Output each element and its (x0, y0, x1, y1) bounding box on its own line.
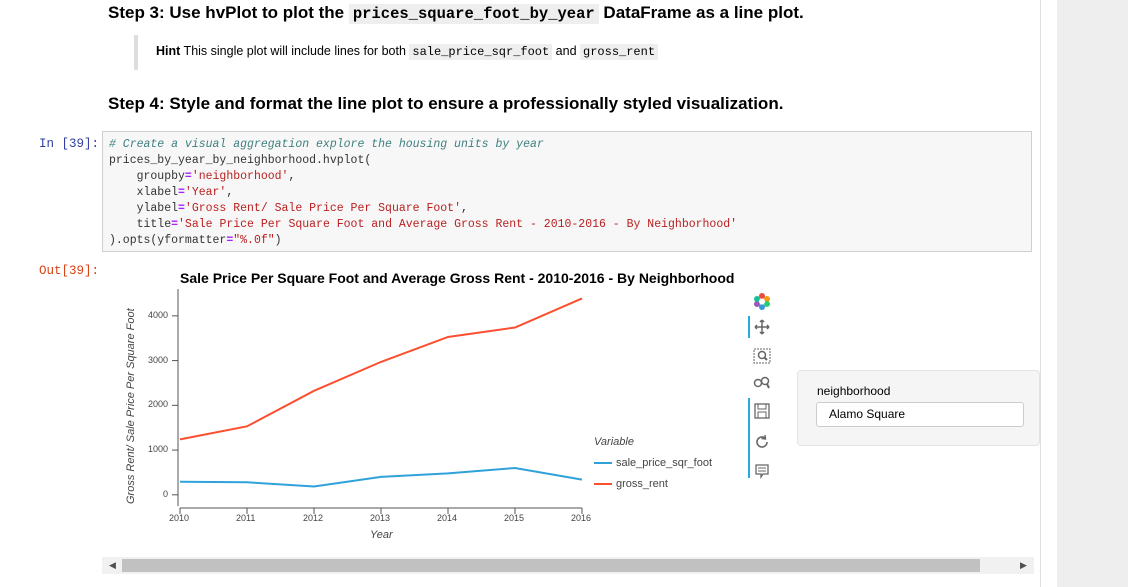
scroll-right-arrow-icon[interactable]: ▶ (1020, 560, 1027, 570)
scrollbar-thumb[interactable] (122, 559, 980, 572)
legend-item-gross-rent[interactable]: gross_rent (594, 478, 668, 490)
hint-blockquote: Hint This single plot will include lines… (134, 35, 659, 70)
code-comment: # Create a visual aggregation explore th… (109, 138, 544, 151)
code-groupby-val: 'neighborhood' (191, 170, 289, 183)
code-opts-val: "%.0f" (233, 234, 275, 247)
y-tick-label: 0 (162, 488, 168, 499)
chart-title: Sale Price Per Square Foot and Average G… (180, 270, 735, 286)
right-gutter (1057, 0, 1128, 587)
step4-heading: Step 4: Style and format the line plot t… (108, 94, 784, 113)
legend-label-sale-price: sale_price_sqr_foot (616, 457, 713, 469)
y-tick-label: 3000 (147, 354, 168, 365)
x-tick-label: 2014 (437, 513, 458, 523)
code-ylabel-val: 'Gross Rent/ Sale Price Per Square Foot' (184, 202, 461, 215)
neighborhood-widget: neighborhood Alamo Square (797, 370, 1040, 446)
code-xlabel-kw: xlabel (109, 186, 179, 199)
step3-text-after: DataFrame as a line plot. (598, 3, 804, 22)
step3-text-before: Step 3: Use hvPlot to plot the (108, 3, 349, 22)
step3-heading: Step 3: Use hvPlot to plot the prices_sq… (108, 3, 804, 24)
legend-label-gross-rent: gross_rent (616, 478, 668, 490)
hint-text-2: and (552, 44, 581, 58)
x-tick-label: 2016 (571, 513, 592, 523)
x-tick-label: 2015 (504, 513, 525, 523)
code-cell[interactable]: # Create a visual aggregation explore th… (102, 131, 1032, 252)
code-title-kw: title (109, 218, 172, 231)
pan-icon[interactable] (752, 318, 772, 336)
code-xlabel-val: 'Year' (184, 186, 227, 199)
y-tick-label: 1000 (147, 444, 168, 455)
y-tick-label: 2000 (147, 399, 168, 410)
legend-swatch-sale-price (594, 462, 612, 465)
output-prompt: Out[39]: (39, 264, 100, 278)
horizontal-scrollbar[interactable]: ◀ ▶ (102, 557, 1034, 574)
code-call: prices_by_year_by_neighborhood.hvplot( (109, 154, 372, 167)
chart-legend: Variable sale_price_sqr_foot gross_rent (588, 427, 731, 495)
wheel-zoom-icon[interactable] (752, 374, 772, 392)
x-tick-label: 2013 (370, 513, 391, 523)
y-tick-label: 4000 (147, 309, 168, 320)
hint-code-1: sale_price_sqr_foot (409, 44, 553, 60)
x-tick-label: 2011 (236, 513, 256, 523)
legend-swatch-gross-rent (594, 483, 612, 486)
plot-toolbar (748, 288, 776, 488)
scroll-left-arrow-icon[interactable]: ◀ (109, 560, 116, 570)
code-opts-start: ).opts(yformatter (109, 234, 227, 247)
hint-text-1: This single plot will include lines for … (180, 44, 410, 58)
legend-title: Variable (594, 436, 634, 448)
x-tick-label: 2010 (169, 513, 190, 523)
step3-code: prices_square_foot_by_year (348, 4, 599, 24)
code-ylabel-kw: ylabel (109, 202, 179, 215)
inspect-active-indicator (748, 398, 750, 478)
x-axis-label: Year (370, 529, 393, 541)
input-prompt: In [39]: (39, 137, 100, 151)
hint-code-2: gross_rent (580, 44, 659, 60)
code-opts-end: ) (274, 234, 282, 247)
series-line-gross-rent (179, 297, 583, 441)
box-zoom-icon[interactable] (752, 347, 772, 365)
save-icon[interactable] (752, 402, 772, 420)
code-title-val: 'Sale Price Per Square Foot and Average … (178, 218, 738, 231)
neighborhood-label: neighborhood (817, 384, 891, 398)
hover-icon[interactable] (752, 462, 772, 480)
code-editor[interactable]: # Create a visual aggregation explore th… (109, 138, 738, 247)
hint-label: Hint (156, 44, 181, 58)
page-border (1040, 0, 1041, 587)
reset-icon[interactable] (752, 433, 772, 451)
pan-active-indicator (748, 316, 750, 338)
series-line-sale-price-sqr-foot (179, 466, 583, 488)
bokeh-logo-icon[interactable] (752, 292, 772, 310)
x-tick-label: 2012 (303, 513, 324, 523)
code-groupby-kw: groupby (109, 170, 185, 183)
neighborhood-select[interactable]: Alamo Square (816, 402, 1024, 427)
legend-item-sale-price[interactable]: sale_price_sqr_foot (594, 457, 712, 469)
